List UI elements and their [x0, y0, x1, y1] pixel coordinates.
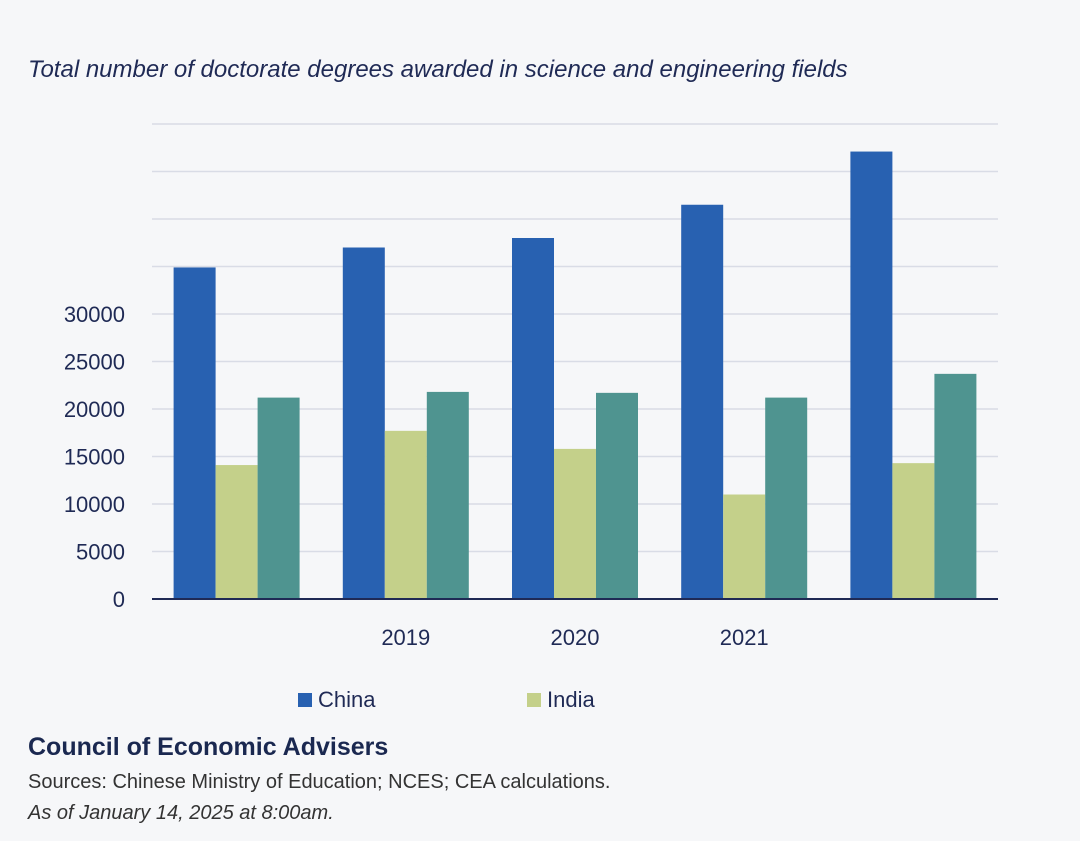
bar-series-1-category-0	[215, 465, 258, 599]
bar-series-2-category-1	[426, 391, 469, 599]
bar-series-2-category-0	[257, 397, 300, 599]
y-tick-label: 20000	[64, 397, 125, 422]
x-tick-label: 2021	[720, 625, 769, 650]
bar-series-2-category-4	[934, 373, 977, 599]
legend-swatch-china	[298, 693, 312, 707]
y-tick-label: 30000	[64, 302, 125, 327]
bar-series-2-category-3	[765, 397, 808, 599]
footer-as-of-date: As of January 14, 2025 at 8:00am.	[28, 802, 334, 824]
x-tick-label: 2019	[381, 625, 430, 650]
chart-title: Total number of doctorate degrees awarde…	[28, 56, 848, 83]
y-tick-label: 25000	[64, 350, 125, 375]
bar-series-0-category-2	[512, 238, 554, 599]
bar-series-1-category-4	[892, 463, 935, 599]
y-axis-ticks: 0 5000 10000 15000 20000 25000 30000	[64, 302, 125, 612]
bar-series-1-category-3	[723, 494, 766, 599]
footer-organization: Council of Economic Advisers	[28, 733, 389, 761]
y-tick-label: 15000	[64, 445, 125, 470]
y-tick-label: 0	[113, 587, 125, 612]
bar-series-1-category-2	[554, 448, 596, 599]
bar-series-1-category-1	[384, 430, 427, 599]
bar-series-0-category-0	[173, 267, 216, 599]
bar-series-0-category-4	[850, 151, 893, 600]
y-tick-label: 5000	[76, 540, 125, 565]
bar-series-0-category-1	[342, 247, 385, 599]
footer-sources: Sources: Chinese Ministry of Education; …	[28, 771, 611, 793]
y-tick-label: 10000	[64, 492, 125, 517]
bars	[173, 151, 977, 600]
legend-swatch-india	[527, 693, 541, 707]
legend-item-india: India	[527, 686, 595, 714]
bar-series-0-category-3	[681, 204, 724, 599]
x-axis-ticks: 2019 2020 2021	[381, 625, 768, 650]
legend-label-india: India	[547, 687, 595, 712]
legend-label-china: China	[318, 687, 376, 712]
legend-item-china: China	[298, 686, 375, 714]
bar-series-2-category-2	[596, 392, 638, 599]
x-tick-label: 2020	[551, 625, 600, 650]
